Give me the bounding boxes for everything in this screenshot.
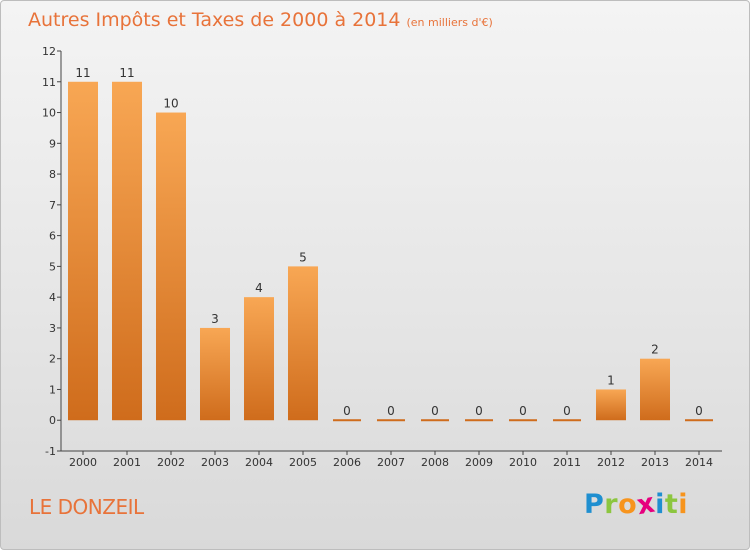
y-tick-label: 10	[42, 107, 56, 120]
bar	[200, 327, 230, 421]
data-label: 0	[431, 404, 439, 418]
bar	[156, 112, 186, 421]
bar	[244, 297, 274, 421]
logo-letter: P	[584, 489, 605, 520]
data-label: 0	[695, 404, 703, 418]
data-label: 0	[387, 404, 395, 418]
x-tick-label: 2012	[597, 456, 625, 469]
y-tick-label: 5	[49, 260, 56, 273]
logo-letter: i	[655, 489, 665, 520]
data-label: 1	[607, 373, 615, 387]
chart-title-row: Autres Impôts et Taxes de 2000 à 2014 (en…	[28, 9, 493, 31]
x-tick-label: 2003	[201, 456, 229, 469]
data-label: 11	[119, 66, 134, 80]
data-label: 0	[519, 404, 527, 418]
bar	[465, 419, 493, 422]
x-tick-label: 2008	[421, 456, 449, 469]
proxiti-logo[interactable]: Proxiti	[584, 488, 689, 522]
x-tick-label: 2009	[465, 456, 493, 469]
x-tick-label: 2002	[157, 456, 185, 469]
data-label: 5	[299, 250, 307, 264]
x-tick-label: 2005	[289, 456, 317, 469]
x-tick-label: 2004	[245, 456, 273, 469]
y-tick-label: 3	[49, 322, 56, 335]
x-tick-label: 2010	[509, 456, 537, 469]
data-label: 11	[75, 66, 90, 80]
y-tick-label: 0	[49, 414, 56, 427]
bar	[421, 419, 449, 422]
data-label: 0	[475, 404, 483, 418]
logo-letter: o	[618, 489, 638, 520]
bar	[288, 266, 318, 421]
y-tick-label: 6	[49, 230, 56, 243]
x-tick-label: 2006	[333, 456, 361, 469]
data-label: 2	[651, 343, 659, 357]
logo-letter: i	[678, 489, 689, 520]
x-tick-label: 2000	[69, 456, 97, 469]
bar	[333, 419, 361, 422]
x-tick-label: 2011	[553, 456, 581, 469]
bar	[377, 419, 405, 422]
bar	[640, 358, 670, 421]
x-tick-label: 2014	[685, 456, 713, 469]
y-tick-label: 7	[49, 199, 56, 212]
bar	[685, 419, 713, 422]
data-label: 10	[163, 97, 178, 111]
logo-letter: t	[664, 489, 679, 520]
bar	[68, 81, 98, 421]
x-tick-label: 2001	[113, 456, 141, 469]
chart-unit: (en milliers d'€)	[406, 16, 493, 29]
commune-name: LE DONZEIL	[29, 495, 144, 519]
data-label: 4	[255, 281, 263, 295]
x-tick-label: 2007	[377, 456, 405, 469]
chart-title: Autres Impôts et Taxes de 2000 à 2014	[28, 9, 401, 31]
y-tick-label: -1	[45, 445, 56, 458]
bar	[112, 81, 142, 421]
y-tick-label: 8	[49, 168, 56, 181]
y-tick-label: 4	[49, 291, 56, 304]
data-label: 0	[343, 404, 351, 418]
y-tick-label: 1	[49, 383, 56, 396]
bar	[596, 389, 626, 421]
data-label: 3	[211, 312, 219, 326]
chart-data-labels: 11 11 10 3 4 5 0 0 0 0 0 0 1 2 0	[75, 66, 702, 418]
y-tick-label: 12	[42, 45, 56, 58]
bar	[509, 419, 537, 422]
y-tick-label: 11	[42, 76, 56, 89]
y-tick-label: 2	[49, 353, 56, 366]
chart-bars	[68, 81, 713, 422]
logo-letter: r	[604, 489, 619, 520]
bar	[553, 419, 581, 422]
x-tick-label: 2013	[641, 456, 669, 469]
data-label: 0	[563, 404, 571, 418]
y-tick-label: 9	[49, 137, 56, 150]
